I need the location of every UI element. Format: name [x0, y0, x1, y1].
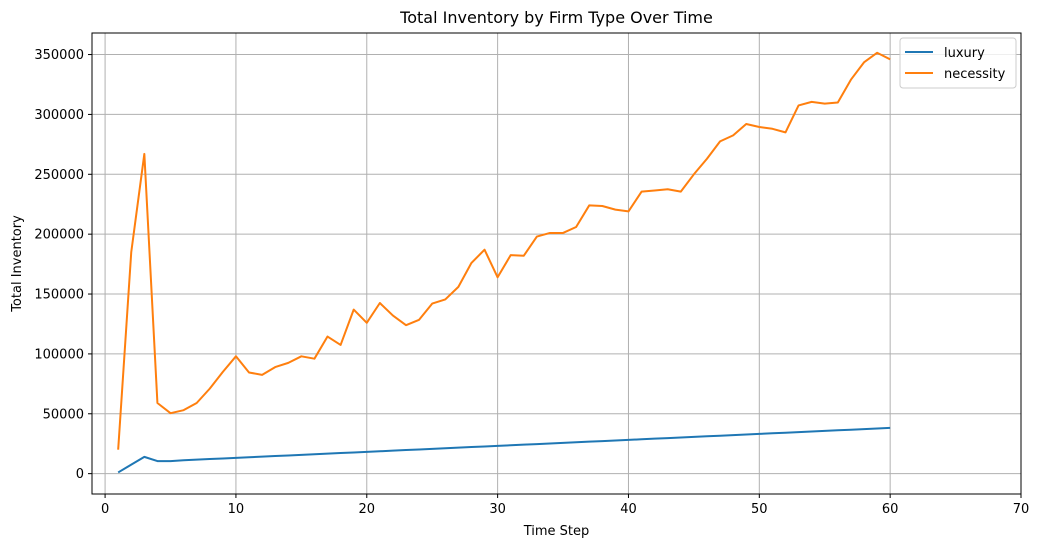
- y-tick-label: 150000: [34, 288, 84, 303]
- series-line-necessity: [117, 51, 891, 450]
- x-axis-label: Time Step: [523, 524, 590, 539]
- x-tick-label: 70: [1013, 502, 1030, 517]
- y-tick-label: 200000: [34, 228, 84, 243]
- legend-label-luxury: luxury: [944, 46, 985, 61]
- y-tick-label: 100000: [34, 347, 84, 362]
- x-tick-label: 60: [882, 502, 899, 517]
- x-tick-label: 10: [228, 502, 245, 517]
- legend-label-necessity: necessity: [944, 67, 1006, 82]
- x-axis-ticks: 0 10 20 30 40 50 60 70: [101, 494, 1029, 517]
- x-tick-label: 30: [489, 502, 506, 517]
- x-tick-label: 20: [359, 502, 376, 517]
- plot-area-frame: [91, 32, 1022, 495]
- y-tick-label: 300000: [34, 108, 84, 123]
- x-tick-label: 50: [751, 502, 768, 517]
- y-axis-ticks: 0 50000 100000 150000 200000 250000 300000 3500…: [34, 48, 92, 482]
- series-line-luxury: [117, 426, 891, 474]
- series-lines: [117, 51, 891, 474]
- chart-title: Total Inventory by Firm Type Over Time: [399, 8, 713, 27]
- x-tick-label: 40: [620, 502, 637, 517]
- y-axis-label: Total Inventory: [10, 215, 25, 313]
- y-tick-label: 0: [76, 467, 84, 482]
- legend: luxury necessity: [899, 37, 1017, 89]
- y-tick-label: 350000: [34, 48, 84, 63]
- legend-box: [899, 37, 1017, 89]
- y-tick-label: 50000: [43, 407, 84, 422]
- grid-lines: [92, 33, 1022, 494]
- y-tick-label: 250000: [34, 168, 84, 183]
- x-tick-label: 0: [101, 502, 109, 517]
